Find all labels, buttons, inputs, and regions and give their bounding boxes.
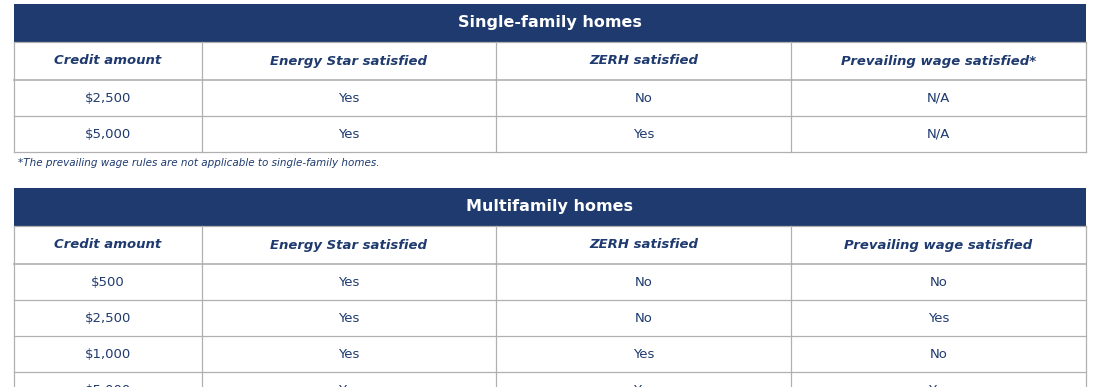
Text: Yes: Yes bbox=[339, 276, 360, 288]
Text: $2,500: $2,500 bbox=[85, 91, 131, 104]
Bar bbox=[14, 300, 1086, 336]
Text: Energy Star satisfied: Energy Star satisfied bbox=[271, 55, 428, 67]
Text: Prevailing wage satisfied: Prevailing wage satisfied bbox=[845, 238, 1033, 252]
Text: Multifamily homes: Multifamily homes bbox=[466, 200, 634, 214]
Text: No: No bbox=[635, 91, 652, 104]
Text: No: No bbox=[635, 312, 652, 325]
Text: Single-family homes: Single-family homes bbox=[458, 15, 642, 31]
Text: Yes: Yes bbox=[928, 312, 949, 325]
Text: $500: $500 bbox=[91, 276, 124, 288]
Text: N/A: N/A bbox=[927, 127, 950, 140]
Text: Yes: Yes bbox=[928, 384, 949, 387]
Text: Yes: Yes bbox=[339, 348, 360, 361]
Text: $2,500: $2,500 bbox=[85, 312, 131, 325]
Bar bbox=[14, 4, 1086, 42]
Text: $5,000: $5,000 bbox=[85, 384, 131, 387]
Bar bbox=[14, 372, 1086, 387]
Bar bbox=[14, 42, 1086, 80]
Bar bbox=[14, 226, 1086, 264]
Text: $5,000: $5,000 bbox=[85, 127, 131, 140]
Text: No: No bbox=[930, 276, 947, 288]
Text: Yes: Yes bbox=[339, 384, 360, 387]
Text: *The prevailing wage rules are not applicable to single-family homes.: *The prevailing wage rules are not appli… bbox=[18, 158, 380, 168]
Text: Yes: Yes bbox=[634, 127, 654, 140]
Text: Yes: Yes bbox=[634, 384, 654, 387]
Text: Yes: Yes bbox=[339, 127, 360, 140]
Text: Credit amount: Credit amount bbox=[54, 238, 162, 252]
Bar bbox=[14, 188, 1086, 226]
Text: N/A: N/A bbox=[927, 91, 950, 104]
Text: ZERH satisfied: ZERH satisfied bbox=[590, 55, 698, 67]
Text: No: No bbox=[635, 276, 652, 288]
Bar bbox=[14, 336, 1086, 372]
Text: Yes: Yes bbox=[634, 348, 654, 361]
Bar bbox=[14, 116, 1086, 152]
Bar bbox=[14, 80, 1086, 116]
Text: Prevailing wage satisfied*: Prevailing wage satisfied* bbox=[842, 55, 1036, 67]
Text: ZERH satisfied: ZERH satisfied bbox=[590, 238, 698, 252]
Text: $1,000: $1,000 bbox=[85, 348, 131, 361]
Bar bbox=[14, 264, 1086, 300]
Text: Credit amount: Credit amount bbox=[54, 55, 162, 67]
Text: Yes: Yes bbox=[339, 312, 360, 325]
Text: Yes: Yes bbox=[339, 91, 360, 104]
Text: No: No bbox=[930, 348, 947, 361]
Text: Energy Star satisfied: Energy Star satisfied bbox=[271, 238, 428, 252]
